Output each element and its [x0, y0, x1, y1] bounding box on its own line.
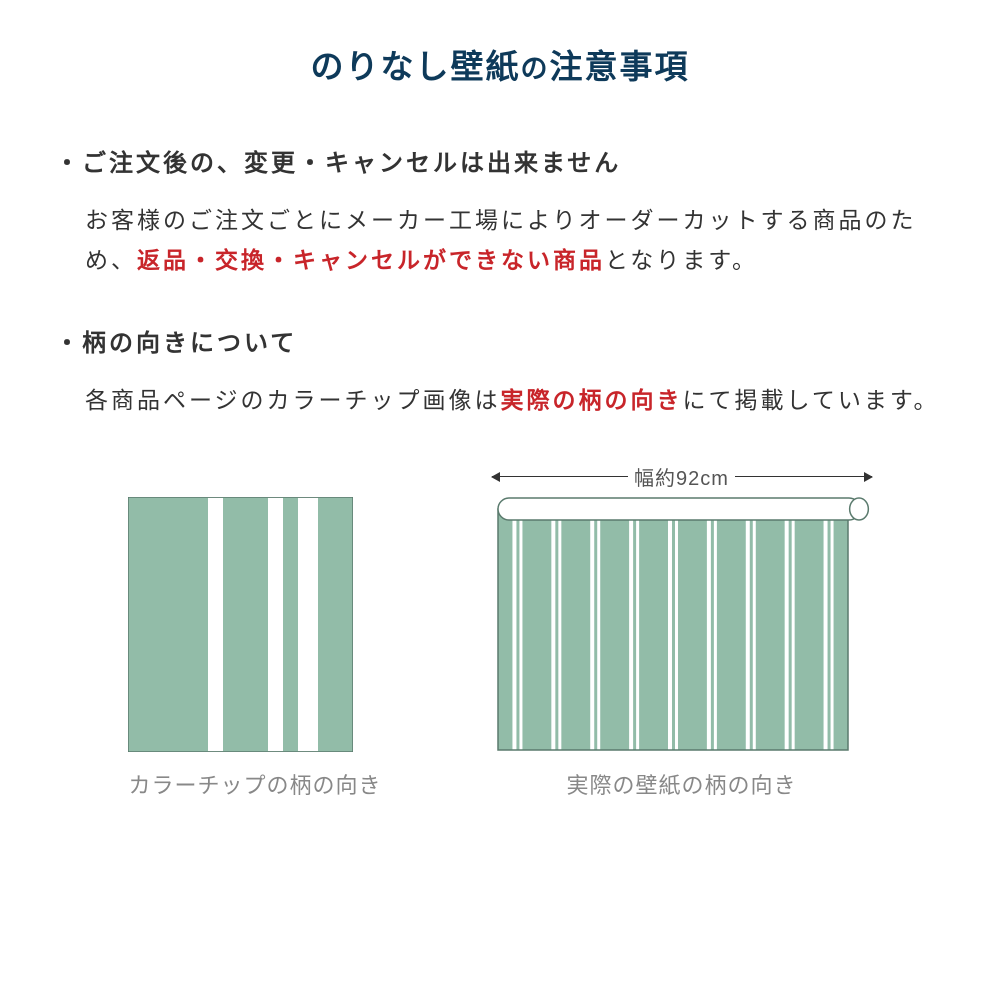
diagram-color-chip: カラーチップの柄の向き: [128, 497, 381, 800]
wallpaper-roll-illustration: [492, 497, 872, 752]
section2-body-post: にて掲載しています。: [683, 387, 940, 413]
section1-body-em: 返品・交換・キャンセルができない商品: [137, 247, 605, 273]
arrow-right-icon: [735, 476, 872, 477]
title-post: 注意事項: [550, 48, 690, 85]
width-label: 幅約92cm: [634, 462, 729, 491]
arrow-left-icon: [492, 476, 629, 477]
section2-heading: ・柄の向きについて: [55, 323, 945, 358]
color-chip-illustration: [128, 497, 353, 752]
section-pattern-direction: ・柄の向きについて 各商品ページのカラーチップ画像は実際の柄の向きにて掲載してい…: [55, 323, 945, 420]
section1-body-post: となります。: [605, 247, 758, 273]
diagram-wallpaper-roll: 幅約92cm 実際の壁紙の柄の向き: [492, 462, 872, 800]
section-cancel-policy: ・ご注文後の、変更・キャンセルは出来ません お客様のご注文ごとにメーカー工場によ…: [55, 143, 945, 281]
section2-body-pre: 各商品ページのカラーチップ画像は: [85, 387, 501, 413]
page-title: のりなし壁紙の注意事項: [55, 40, 945, 88]
section1-heading: ・ご注文後の、変更・キャンセルは出来ません: [55, 143, 945, 178]
title-pre: のりなし壁紙: [311, 48, 521, 85]
chip-caption: カラーチップの柄の向き: [128, 768, 381, 800]
section2-body-em: 実際の柄の向き: [501, 387, 683, 413]
section1-body: お客様のご注文ごとにメーカー工場によりオーダーカットする商品のため、返品・交換・…: [55, 200, 945, 281]
section2-body: 各商品ページのカラーチップ画像は実際の柄の向きにて掲載しています。: [55, 380, 945, 420]
width-dimension-arrow: 幅約92cm: [492, 462, 872, 491]
title-small: の: [521, 54, 550, 84]
roll-caption: 実際の壁紙の柄の向き: [492, 768, 872, 800]
diagram-row: カラーチップの柄の向き 幅約92cm 実際の壁紙の柄の向き: [55, 462, 945, 800]
